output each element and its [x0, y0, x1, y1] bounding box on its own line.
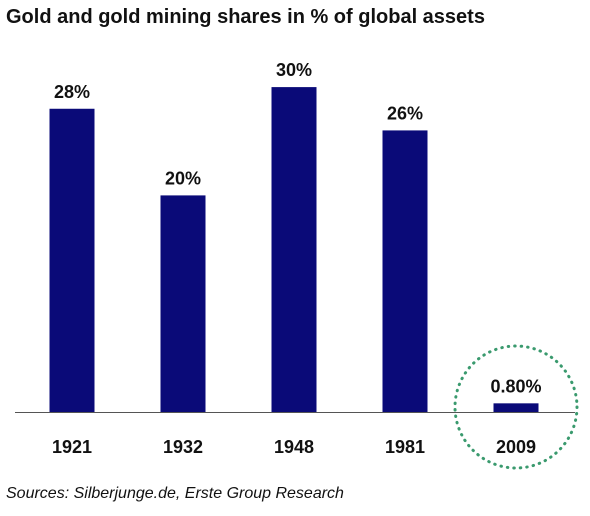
bar-2009: [493, 403, 539, 412]
bar-1932: [160, 195, 206, 412]
highlight-group: [453, 344, 579, 470]
value-label-1921: 28%: [54, 82, 90, 102]
bar-chart: 28% 20% 30% 26% 0.80% 1921 1932 1948 1981 2009: [15, 60, 579, 470]
bar-1921: [49, 108, 95, 412]
value-labels-group: 28% 20% 30% 26% 0.80%: [54, 60, 542, 396]
highlight-circle: [453, 344, 579, 470]
x-tick-label-1948: 1948: [274, 437, 314, 457]
bars-group: [49, 87, 539, 413]
x-tick-labels-group: 1921 1932 1948 1981 2009: [52, 437, 536, 457]
value-label-1981: 26%: [387, 103, 423, 123]
x-tick-label-1921: 1921: [52, 437, 92, 457]
bar-1948: [271, 87, 317, 412]
source-note: Sources: Silberjunge.de, Erste Group Res…: [6, 485, 344, 502]
x-tick-label-2009: 2009: [496, 437, 536, 457]
chart-title: Gold and gold mining shares in % of glob…: [6, 6, 485, 28]
x-tick-label-1932: 1932: [163, 437, 203, 457]
value-label-2009: 0.80%: [490, 376, 541, 396]
value-label-1932: 20%: [165, 168, 201, 188]
x-tick-label-1981: 1981: [385, 437, 425, 457]
value-label-1948: 30%: [276, 60, 312, 80]
bar-1981: [382, 130, 428, 413]
